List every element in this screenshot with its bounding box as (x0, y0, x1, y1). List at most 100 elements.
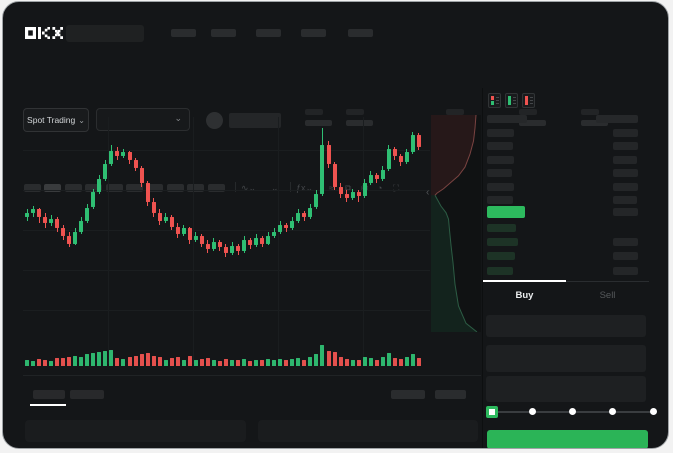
volume-bar (230, 360, 235, 366)
ask-row-price[interactable] (487, 169, 512, 178)
ask-row-price[interactable] (487, 155, 514, 164)
interval-button[interactable] (24, 184, 41, 192)
book-bids-view-icon[interactable] (505, 93, 518, 108)
interval-button[interactable] (85, 184, 103, 192)
panel-collapse-handle[interactable]: ‹ (426, 187, 430, 198)
pair-filter-select[interactable]: ⌄ (96, 108, 190, 131)
ticker-stat-label (346, 109, 364, 115)
candle (169, 217, 174, 227)
volume-bar (85, 354, 90, 366)
volume-bar (290, 358, 295, 366)
candle (356, 192, 361, 197)
row-line (530, 100, 533, 101)
row-line (496, 100, 499, 101)
slider-stop[interactable] (609, 408, 617, 415)
volume-bar (133, 355, 138, 366)
depth-bids-line (435, 195, 477, 332)
wave-icon[interactable]: ≈ (329, 183, 334, 193)
bid-row-price[interactable] (487, 224, 516, 232)
fullscreen-icon[interactable]: ⛶ (393, 183, 400, 193)
interval-button[interactable] (187, 184, 205, 192)
candle (320, 144, 325, 195)
interval-button[interactable] (126, 184, 143, 192)
chart-gridline (278, 117, 279, 364)
trade-mode-select[interactable]: Spot Trading ⌄ (23, 108, 89, 132)
last-price-badge[interactable] (487, 206, 525, 218)
bottom-tab-history[interactable] (70, 390, 104, 399)
chart-gridline (23, 270, 430, 271)
candle (139, 167, 144, 183)
ticker-stat-label (305, 109, 323, 115)
volume-bar (242, 358, 247, 366)
ask-row-price[interactable] (487, 142, 513, 151)
candle (344, 194, 349, 198)
bid-row-price[interactable] (487, 238, 518, 247)
volume-bar (236, 359, 241, 366)
volume-bar (284, 360, 289, 366)
volume-bar (79, 356, 84, 366)
slider-stop[interactable] (528, 408, 536, 415)
nav-item-placeholder[interactable] (256, 29, 281, 37)
bid-row-amount (613, 238, 638, 247)
candle (416, 135, 421, 147)
bottom-active-tab-underline (30, 404, 66, 406)
price-input[interactable] (486, 315, 646, 337)
compare-icon[interactable]: ⧉ (345, 183, 352, 193)
interval-button[interactable] (64, 184, 82, 192)
total-input[interactable] (486, 376, 646, 402)
bottom-link-placeholder[interactable] (435, 390, 466, 399)
bid-row-price[interactable] (487, 266, 513, 275)
volume-bar (248, 360, 253, 366)
volume-bar (392, 357, 397, 366)
volume-bar (67, 356, 72, 366)
fx-indicator-icon[interactable]: ƒx⌄ (296, 183, 314, 193)
settings-icon[interactable]: ◔ (377, 183, 383, 193)
slider-stop[interactable] (569, 408, 576, 415)
tab-buy[interactable]: Buy (515, 290, 534, 301)
candle (398, 156, 403, 162)
interval-button[interactable] (207, 184, 225, 192)
bottom-tab-orders[interactable] (33, 390, 65, 399)
nav-item-placeholder[interactable] (171, 29, 196, 37)
ask-row-price[interactable] (487, 196, 513, 204)
trade-mode-label: Spot Trading (27, 115, 76, 125)
nav-item-placeholder[interactable] (211, 29, 236, 37)
slider-stop[interactable] (649, 408, 657, 415)
candle (410, 135, 415, 153)
line-style-icon[interactable]: ∿⌄ (241, 183, 257, 193)
tab-sell[interactable]: Sell (599, 290, 616, 301)
volume-bar (314, 354, 319, 366)
book-split-view-icon[interactable] (488, 93, 501, 108)
candle (61, 228, 66, 236)
depth-asks-line (435, 115, 476, 195)
color-cell (508, 96, 511, 105)
book-asks-view-icon[interactable] (522, 93, 535, 108)
ask-row-price[interactable] (487, 182, 514, 191)
volume-bar (163, 359, 168, 366)
candle (266, 236, 271, 244)
candle (181, 228, 186, 235)
candle (380, 169, 385, 179)
slider-handle[interactable] (486, 406, 498, 418)
nav-item-placeholder[interactable] (301, 29, 326, 37)
ask-row-amount (613, 155, 637, 164)
interval-button[interactable] (146, 184, 164, 192)
interval-button[interactable] (105, 184, 123, 192)
okx-logo[interactable] (25, 27, 63, 39)
bid-row-price[interactable] (487, 252, 515, 261)
candlestick-chart[interactable] (3, 2, 668, 448)
volume-bar (205, 357, 210, 366)
chevron-down-icon[interactable]: ⌄ (271, 183, 279, 193)
nav-item-placeholder[interactable] (348, 29, 373, 37)
volume-bar (127, 356, 132, 366)
bottom-link-placeholder[interactable] (391, 390, 425, 399)
interval-button[interactable] (166, 184, 184, 192)
search-input[interactable] (66, 25, 144, 42)
buy-submit-button[interactable] (487, 430, 648, 448)
candle (25, 213, 29, 217)
interval-button[interactable] (44, 184, 62, 192)
ask-color-cell (491, 96, 494, 100)
amount-input[interactable] (486, 345, 646, 372)
active-tab-underline (483, 280, 566, 282)
ask-row-price[interactable] (487, 129, 514, 137)
